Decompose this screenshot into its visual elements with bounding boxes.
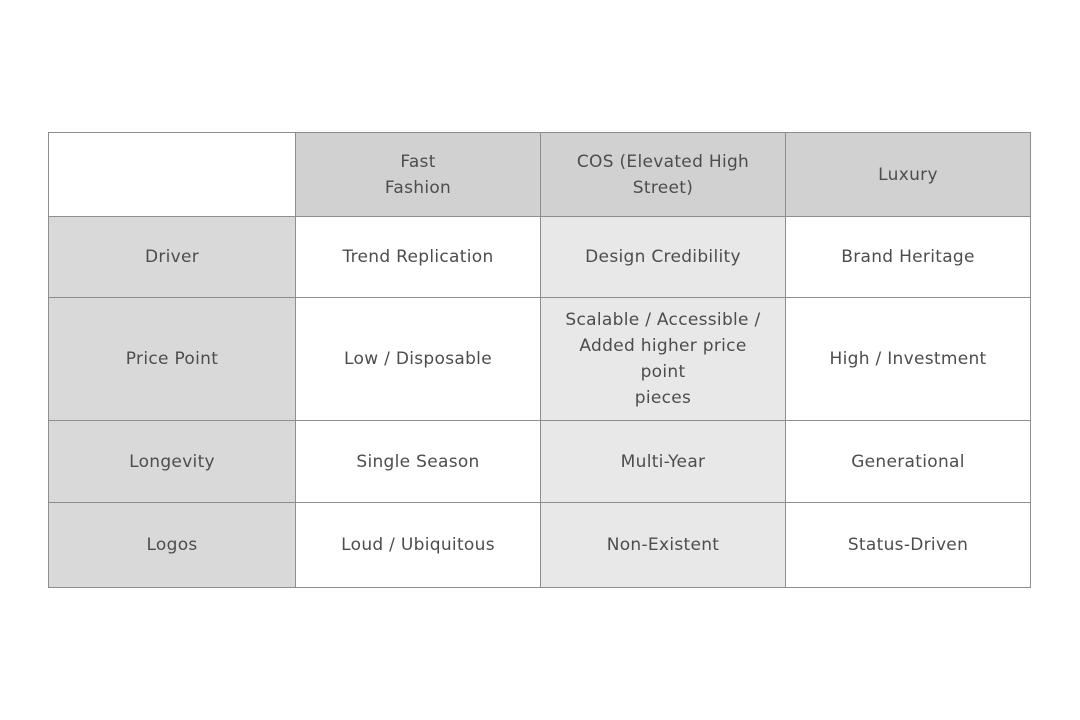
cell-price-fast-fashion: Low / Disposable — [295, 297, 541, 421]
cell-price-cos: Scalable / Accessible / Added higher pri… — [540, 297, 786, 421]
column-header-luxury: Luxury — [785, 132, 1031, 217]
table-row-driver: Driver Trend Replication Design Credibil… — [48, 216, 1031, 298]
cell-price-luxury: High / Investment — [785, 297, 1031, 421]
row-label-logos: Logos — [48, 502, 296, 588]
cell-logos-fast-fashion: Loud / Ubiquitous — [295, 502, 541, 588]
row-label-price-point: Price Point — [48, 297, 296, 421]
cell-longevity-fast-fashion: Single Season — [295, 420, 541, 503]
empty-corner-cell — [48, 132, 296, 217]
cell-driver-fast-fashion: Trend Replication — [295, 216, 541, 298]
column-header-cos: COS (Elevated High Street) — [540, 132, 786, 217]
row-label-longevity: Longevity — [48, 420, 296, 503]
cell-longevity-luxury: Generational — [785, 420, 1031, 503]
cell-logos-cos: Non-Existent — [540, 502, 786, 588]
column-header-fast-fashion: Fast Fashion — [295, 132, 541, 217]
table-row-longevity: Longevity Single Season Multi-Year Gener… — [48, 420, 1031, 503]
cell-driver-luxury: Brand Heritage — [785, 216, 1031, 298]
cell-driver-cos: Design Credibility — [540, 216, 786, 298]
row-label-driver: Driver — [48, 216, 296, 298]
table-row-logos: Logos Loud / Ubiquitous Non-Existent Sta… — [48, 502, 1031, 588]
table-header-row: Fast Fashion COS (Elevated High Street) … — [48, 132, 1031, 217]
cell-longevity-cos: Multi-Year — [540, 420, 786, 503]
cell-logos-luxury: Status-Driven — [785, 502, 1031, 588]
comparison-table: Fast Fashion COS (Elevated High Street) … — [48, 132, 1031, 588]
table-row-price-point: Price Point Low / Disposable Scalable / … — [48, 297, 1031, 421]
